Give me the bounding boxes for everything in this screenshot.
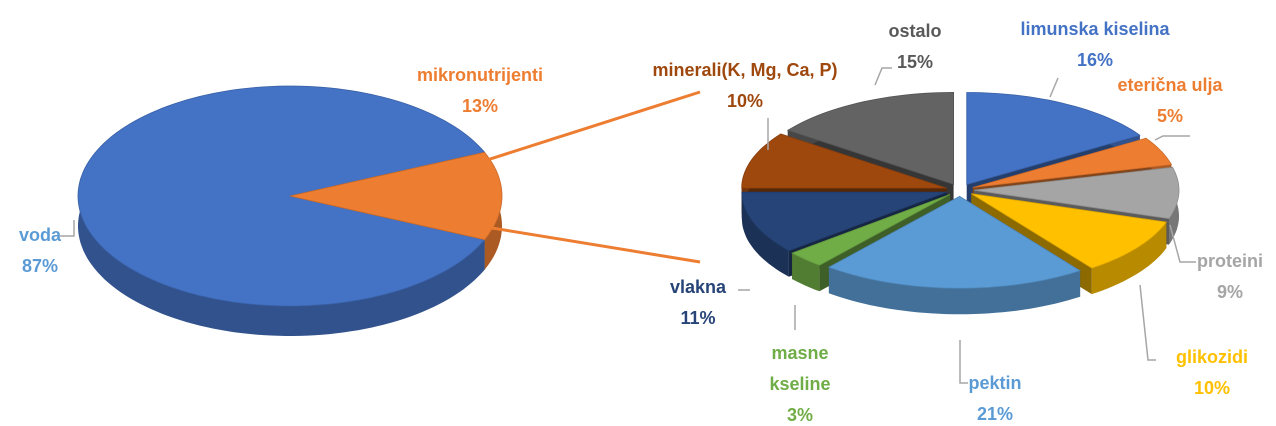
value-label: 21% bbox=[976, 404, 1014, 424]
value-label: 10% bbox=[1193, 378, 1231, 398]
pie-slice bbox=[972, 137, 1173, 188]
pie-slice bbox=[973, 166, 1180, 220]
leader-line bbox=[1169, 224, 1196, 263]
category-label: mikronutrijenti bbox=[416, 65, 543, 85]
data-label: voda 87% bbox=[0, 220, 140, 282]
category-label: ostalo bbox=[888, 21, 942, 41]
category-label: minerali(K, Mg, Ca, P) bbox=[652, 60, 838, 80]
value-label: 10% bbox=[726, 91, 764, 111]
data-label: mikronutrijenti 13% bbox=[380, 60, 580, 122]
pie-slice bbox=[786, 91, 954, 185]
data-label: pektin 21% bbox=[865, 368, 1125, 426]
connector-line bbox=[491, 226, 701, 264]
category-label: glikozidi bbox=[1176, 347, 1248, 367]
data-label: vlakna 11% bbox=[568, 272, 828, 334]
pie-slice bbox=[77, 85, 486, 307]
leader-line bbox=[1139, 284, 1156, 361]
leader-line bbox=[959, 340, 968, 384]
value-label: 15% bbox=[896, 52, 934, 72]
data-label: masne kseline 3% bbox=[755, 338, 845, 426]
slice-side bbox=[828, 267, 1081, 315]
category-label: pektin bbox=[968, 373, 1022, 393]
leader-line bbox=[874, 67, 892, 86]
category-label: proteini bbox=[1197, 251, 1263, 271]
value-label: 9% bbox=[1216, 282, 1243, 302]
leader-line bbox=[1049, 77, 1059, 98]
pie-slice bbox=[971, 193, 1168, 269]
data-label: glikozidi 10% bbox=[1082, 342, 1276, 404]
data-label: ostalo 15% bbox=[785, 16, 1045, 78]
value-label: 13% bbox=[461, 96, 499, 116]
value-label: 5% bbox=[1156, 106, 1183, 126]
data-label: limunska kiselina 16% bbox=[965, 14, 1225, 76]
category-label: vlakna bbox=[669, 277, 727, 297]
leader-lines bbox=[60, 67, 1196, 384]
category-label: limunska kiselina bbox=[1020, 19, 1170, 39]
pie-slice bbox=[741, 191, 947, 252]
category-label: masne kseline bbox=[769, 343, 831, 394]
leader-line bbox=[60, 220, 75, 237]
pie-slice bbox=[827, 195, 1082, 289]
tops bbox=[77, 85, 1180, 307]
pie-slice bbox=[791, 194, 951, 266]
slice-side bbox=[741, 192, 789, 277]
data-label: eterična ulja 5% bbox=[1040, 70, 1276, 132]
value-label: 3% bbox=[786, 405, 813, 425]
slice-side bbox=[792, 253, 820, 292]
value-label: 87% bbox=[21, 256, 59, 276]
data-label: proteini 9% bbox=[1100, 246, 1276, 308]
value-label: 16% bbox=[1076, 50, 1114, 70]
connector-line bbox=[461, 90, 701, 170]
value-label: 11% bbox=[680, 308, 716, 328]
leader-line bbox=[1154, 135, 1190, 141]
slice-side bbox=[1091, 222, 1167, 295]
category-label: voda bbox=[18, 225, 61, 245]
pie-slice bbox=[741, 133, 947, 189]
category-label: eterična ulja bbox=[1117, 75, 1223, 95]
data-label: minerali(K, Mg, Ca, P) 10% bbox=[615, 55, 875, 117]
pie-slice bbox=[966, 92, 1141, 186]
